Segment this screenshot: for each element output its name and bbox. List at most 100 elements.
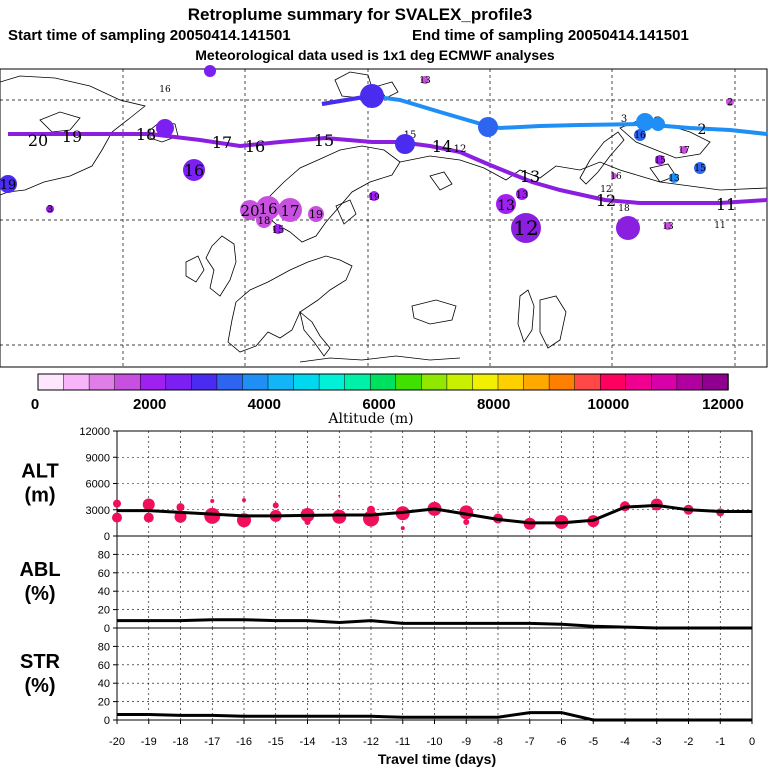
y-tick-label: 9000: [86, 452, 110, 464]
altitude-point: [338, 494, 341, 497]
cluster-marker: [421, 76, 429, 84]
svg-text:13: 13: [419, 76, 431, 86]
altitude-point: [242, 498, 246, 503]
svg-text:13: 13: [520, 167, 540, 186]
altitude-point: [142, 498, 155, 511]
x-tick-label: -17: [204, 736, 220, 748]
colorbar-tick-label: 6000: [362, 396, 395, 413]
altitude-point: [332, 509, 347, 524]
svg-text:13: 13: [516, 190, 529, 201]
panel-str: 0 20 40 60 80 STR(%): [20, 627, 753, 727]
svg-text:15: 15: [654, 156, 666, 166]
svg-text:16: 16: [245, 137, 265, 156]
svg-text:12: 12: [513, 216, 538, 240]
map-gridlines: [0, 69, 767, 367]
colorbar-cell: [114, 373, 141, 391]
svg-text:18: 18: [136, 125, 156, 144]
svg-text:3: 3: [47, 205, 53, 215]
x-tick-label: -4: [620, 736, 630, 748]
cluster-marker: [694, 162, 706, 174]
cluster-marker: [516, 188, 528, 200]
figure-title: Retroplume summary for SVALEX_profile3: [188, 5, 533, 24]
cluster-marker: [478, 117, 498, 137]
x-tick-label: -11: [395, 736, 410, 748]
cluster-marker: [308, 206, 324, 222]
svg-text:15: 15: [314, 131, 334, 150]
altitude-point: [204, 507, 221, 524]
cluster-marker: [395, 134, 415, 154]
svg-text:19: 19: [0, 178, 16, 193]
colorbar-cell: [139, 373, 167, 391]
x-tick-label: -7: [525, 736, 535, 748]
panel-y-label: ABL: [19, 559, 60, 581]
svg-text:15: 15: [272, 225, 285, 236]
colorbar-tick-label: 2000: [133, 396, 166, 413]
colorbar-cell: [651, 373, 678, 391]
colorbar-cell: [574, 373, 601, 391]
altitude-colorbar: 0 2000 4000 6000 8000 10000 12000 Altitude (m): [31, 373, 744, 427]
x-tick-label: -18: [173, 736, 189, 748]
panel-y-label: (%): [24, 675, 55, 697]
altitude-point: [113, 499, 121, 508]
cluster-marker: [634, 129, 646, 141]
x-tick-label: -15: [268, 736, 284, 748]
altitude-point: [400, 526, 405, 531]
panel-y-label: (m): [24, 485, 55, 507]
cluster-marker: [611, 173, 617, 179]
colorbar-label: Altitude (m): [327, 411, 413, 427]
altitude-point: [272, 502, 279, 509]
colorbar-cell: [599, 373, 627, 391]
x-tick-label: -14: [300, 736, 316, 748]
svg-text:16: 16: [258, 200, 277, 218]
y-tick-label: 3000: [86, 505, 110, 517]
svg-text:13: 13: [662, 222, 674, 232]
svg-text:13: 13: [497, 198, 515, 214]
altitude-point: [463, 519, 470, 525]
x-tick-label: -16: [236, 736, 252, 748]
svg-text:12: 12: [600, 185, 611, 195]
x-axis-label: Travel time (days): [378, 751, 496, 767]
svg-text:16: 16: [159, 85, 171, 95]
time-series-panels: 030006000900012000ALT(m)020406080ABL(%)0…: [19, 426, 755, 748]
y-tick-label: 40: [98, 678, 110, 690]
y-tick-label: 80: [98, 641, 110, 653]
end-time: End time of sampling 20050414.141501: [412, 27, 689, 44]
svg-text:3: 3: [621, 114, 627, 125]
colorbar-cell: [242, 373, 269, 391]
cluster-marker: [680, 146, 688, 154]
svg-text:15: 15: [694, 164, 706, 174]
y-tick-label: 0: [104, 715, 110, 727]
svg-text:19: 19: [368, 193, 380, 203]
svg-text:19: 19: [309, 208, 323, 221]
panel-y-label: STR: [20, 651, 61, 673]
colorbar-cell: [625, 373, 653, 391]
x-tick-label: -1: [715, 736, 725, 748]
met-data-note: Meteorological data used is 1x1 deg ECMW…: [195, 47, 555, 63]
colorbar-cell: [446, 373, 474, 391]
panel-y-label: (%): [24, 583, 55, 605]
colorbar-cell: [523, 373, 550, 391]
x-tick-label: -20: [109, 736, 125, 748]
colorbar-tick-label: 12000: [702, 396, 744, 413]
cluster-marker: [240, 200, 260, 220]
cluster-marker: [616, 216, 640, 240]
colorbar-cell: [497, 373, 525, 391]
cluster-marker: [204, 65, 216, 77]
cluster-marker: [511, 213, 541, 243]
svg-text:17: 17: [212, 133, 232, 152]
altitude-point: [210, 499, 215, 503]
colorbar-cell: [702, 373, 729, 391]
x-tick-label: -10: [427, 736, 443, 748]
colorbar-tick-label: 8000: [477, 396, 510, 413]
cluster-marker: [664, 222, 672, 230]
colorbar-cell: [395, 373, 423, 391]
y-tick-label: 40: [98, 586, 110, 598]
svg-text:16: 16: [634, 131, 646, 141]
svg-text:11: 11: [714, 221, 725, 231]
altitude-point: [367, 505, 375, 514]
x-tick-label: -3: [652, 736, 662, 748]
cluster-marker: [46, 205, 54, 213]
x-tick-label: -9: [461, 736, 471, 748]
series-line-str: [117, 711, 752, 722]
